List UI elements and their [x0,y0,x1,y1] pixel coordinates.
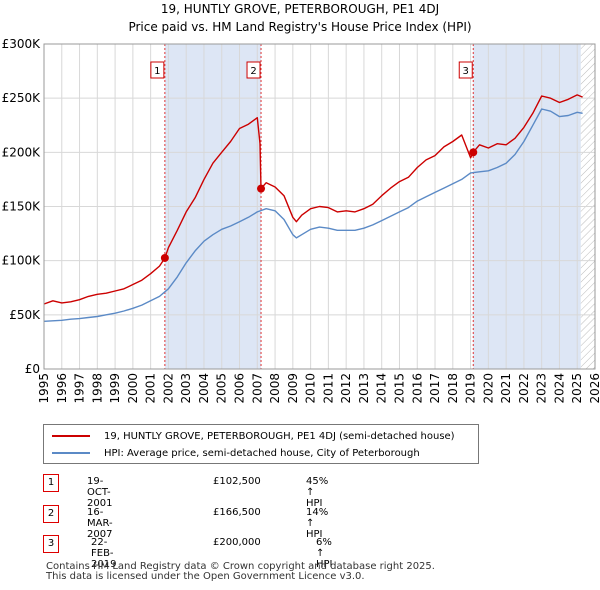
x-tick-label: 2018 [446,373,460,404]
x-tick-label: 2002 [161,373,175,404]
sale-point [257,184,266,193]
x-tick-label: 2021 [499,373,513,404]
x-tick-label: 2005 [215,373,229,404]
sale-badge: 3 [43,535,59,553]
sale-date: 19-OCT-2001 [87,476,113,509]
x-tick-label: 2025 [570,373,584,404]
hpi-series-line [43,108,583,322]
x-tick-label: 1997 [73,373,87,404]
sale-badge: 2 [43,505,59,523]
x-tick-label: 2012 [339,373,353,404]
x-tick-label: 1999 [108,373,122,404]
chart-subtitle: Price paid vs. HM Land Registry's House … [128,20,472,34]
legend-label-property: 19, HUNTLY GROVE, PETERBOROUGH, PE1 4DJ … [104,430,455,442]
x-tick-label: 1996 [55,373,69,404]
sale-point [469,148,478,157]
sale-date: 16-MAR-2007 [87,507,113,540]
x-tick-label: 2008 [268,373,282,404]
x-tick-label: 2024 [552,373,566,404]
x-tick-label: 2022 [517,373,531,404]
x-tick-label: 2013 [357,373,371,404]
legend-item-property: 19, HUNTLY GROVE, PETERBOROUGH, PE1 4DJ … [52,429,455,443]
legend-swatch-hpi [52,452,90,454]
footer-line-1: Contains HM Land Registry data © Crown c… [46,561,435,572]
y-tick-label: £0 [25,362,40,376]
sale-hpi-change: 14% ↑ HPI [306,507,329,540]
sale-label-box [246,61,261,79]
x-tick-label: 2007 [250,373,264,404]
x-tick-label: 2010 [304,373,318,404]
chart-title: 19, HUNTLY GROVE, PETERBOROUGH, PE1 4DJ [160,2,440,16]
x-tick-label: 2016 [410,373,424,404]
y-tick-label: £200K [2,145,42,159]
x-tick-label: 2017 [428,373,442,404]
chart-legend: 19, HUNTLY GROVE, PETERBOROUGH, PE1 4DJ … [43,424,479,464]
sale-hpi-change: 45% ↑ HPI [306,476,329,509]
sale-price: £200,000 [213,537,261,548]
x-tick-label: 2006 [233,373,247,404]
legend-label-hpi: HPI: Average price, semi-detached house,… [104,447,420,459]
sale-label-box [150,61,165,79]
y-tick-label: £300K [2,37,42,51]
plot-border [43,43,596,370]
sale-point [160,253,169,262]
sale-hpi-change: 6% ↑ HPI [316,537,333,570]
footer-attribution: Contains HM Land Registry data © Crown c… [46,562,435,582]
x-tick-label: 2026 [588,373,600,404]
legend-item-hpi: HPI: Average price, semi-detached house,… [52,446,420,460]
sale-date: 22-FEB-2019 [91,537,117,570]
footer-line-2: This data is licensed under the Open Gov… [46,571,365,582]
x-tick-label: 2014 [375,373,389,404]
sale-label-box [458,61,473,79]
x-tick-label: 2009 [286,373,300,404]
x-tick-label: 2000 [126,373,140,404]
x-tick-label: 2001 [144,373,158,404]
x-tick-label: 2019 [464,373,478,404]
y-tick-label: £50K [9,308,41,322]
y-tick-label: £250K [2,91,42,105]
sale-price: £102,500 [213,476,261,487]
x-tick-label: 2023 [535,373,549,404]
x-tick-label: 1995 [37,373,51,404]
x-tick-label: 1998 [90,373,104,404]
sale-price: £166,500 [213,507,261,518]
y-tick-label: £100K [2,254,42,268]
x-tick-label: 2015 [392,373,406,404]
legend-swatch-property [52,435,90,437]
x-tick-label: 2011 [321,373,335,404]
x-tick-label: 2004 [197,373,211,404]
x-tick-label: 2003 [179,373,193,404]
price-chart: 1 2 3 £0 £50K £100K £150K £200K £250K £300K 1995 19… [2,37,600,404]
y-tick-label: £150K [2,200,42,214]
property-series-line [43,94,583,305]
sale-label-number: 3 [463,66,469,77]
x-tick-label: 2020 [481,373,495,404]
sale-badge: 1 [43,474,59,492]
sale-label-number: 1 [154,66,160,77]
sale-label-number: 2 [250,66,256,77]
